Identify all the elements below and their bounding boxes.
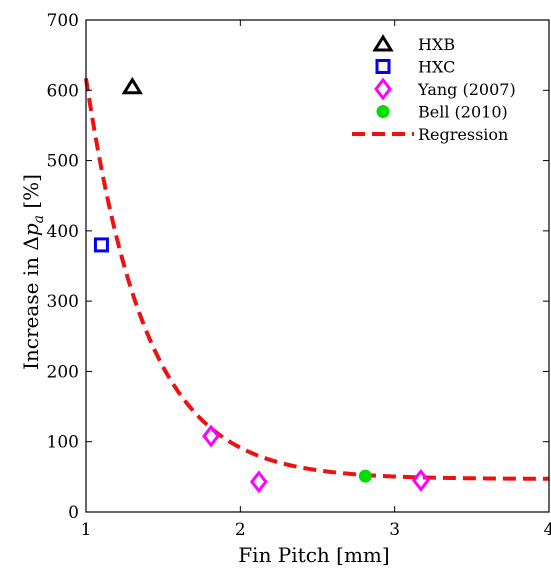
data-point-yang-2007	[412, 468, 430, 492]
data-point-yang-2007	[249, 470, 268, 494]
y-tick-label: 400	[47, 222, 79, 242]
x-tick-label: 3	[389, 520, 400, 540]
x-tick-label: 2	[235, 520, 246, 540]
y-tick-label: 600	[47, 81, 79, 101]
legend-label-yang-2007: Yang (2007)	[417, 80, 516, 99]
x-axis-label: Fin Pitch [mm]	[238, 543, 389, 567]
x-tick-label: 1	[81, 520, 92, 540]
y-tick-label: 0	[68, 503, 79, 523]
data-point-hxc	[93, 237, 109, 253]
legend: HXB HXC Yang (2007) Bell (2010) Regression	[352, 34, 516, 144]
regression-curve	[84, 78, 549, 481]
y-tick-label: 700	[47, 11, 79, 31]
data-point-bell-2010	[358, 469, 372, 483]
plot-area	[84, 76, 549, 494]
legend-marker-hxc	[375, 59, 391, 74]
legend-marker-yang-2007	[374, 77, 392, 101]
legend-marker-hxb	[372, 34, 394, 52]
y-axis-label: Increase in Δpa [%]	[19, 174, 47, 370]
y-tick-label: 500	[47, 152, 79, 172]
y-tick-label: 100	[47, 433, 79, 453]
data-point-yang-2007	[202, 424, 220, 448]
legend-label-hxc: HXC	[418, 58, 455, 77]
legend-label-hxb: HXB	[418, 35, 455, 54]
x-tick-label: 4	[544, 520, 551, 540]
y-tick-label: 300	[47, 292, 79, 312]
axes: 1 2 3 4 0 100 200 300 400 500 600 700	[47, 11, 551, 540]
data-point-hxb	[121, 76, 143, 95]
legend-marker-bell-2010	[376, 105, 390, 118]
axes-frame	[85, 19, 550, 513]
legend-label-bell-2010: Bell (2010)	[418, 103, 508, 122]
y-tick-label: 200	[47, 362, 79, 382]
legend-label-regression: Regression	[418, 125, 508, 144]
